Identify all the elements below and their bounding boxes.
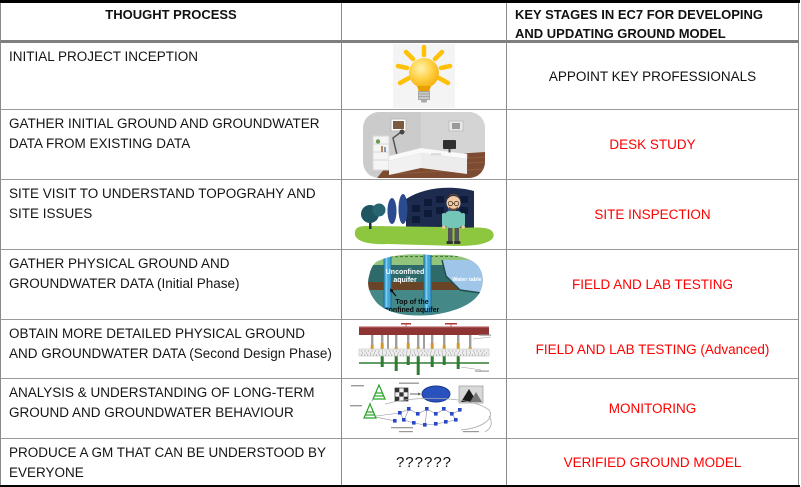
shelf-unit	[372, 135, 390, 170]
site-visit-illustration	[354, 187, 494, 246]
slope-photo-icon	[458, 385, 484, 404]
thought-text: ANALYSIS & UNDERSTANDING OF LONG-TERM GR…	[9, 385, 315, 420]
person-head	[446, 195, 461, 210]
label-top-confined-2: confined aquifer	[385, 307, 440, 314]
header-key-stages: KEY STAGES IN EC7 FOR DEVELOPING AND UPD…	[507, 3, 799, 43]
foundation-slab	[359, 327, 489, 335]
image-cell-aquifer: Unconfined aquifer Water table Top of th…	[342, 250, 507, 320]
gravel-band	[358, 348, 490, 356]
stage-text: FIELD AND LAB TESTING (Advanced)	[535, 341, 770, 357]
person-hair	[446, 193, 461, 202]
thought-text: OBTAIN MORE DETAILED PHYSICAL GROUND AND…	[9, 326, 332, 361]
poplar-tree	[398, 193, 408, 224]
desk-front-right	[421, 152, 467, 174]
repeater-antenna	[363, 402, 377, 419]
stage-cell-verified-ground-model: VERIFIED GROUND MODEL	[507, 439, 799, 485]
stage-cell-field-lab-testing: FIELD AND LAB TESTING	[507, 250, 799, 320]
office-desk-illustration	[363, 111, 485, 178]
label-top-confined-1: Top of the	[395, 299, 428, 306]
piled-foundation-diagram	[358, 322, 492, 375]
bulb-neck	[417, 86, 431, 92]
stage-cell-monitoring: MONITORING	[507, 379, 799, 439]
well-pipe	[383, 253, 392, 308]
stage-cell-field-lab-advanced: FIELD AND LAB TESTING (Advanced)	[507, 320, 799, 379]
desk-lamp	[392, 130, 402, 155]
thought-cell-existing-data: GATHER INITIAL GROUND AND GROUNDWATER DA…	[0, 110, 342, 180]
stage-cell-desk-study: DESK STUDY	[507, 110, 799, 180]
sensor-nodes	[393, 407, 462, 427]
stage-text: APPOINT KEY PROFESSIONALS	[548, 68, 757, 84]
thought-text: GATHER INITIAL GROUND AND GROUNDWATER DA…	[9, 116, 320, 151]
stage-text: MONITORING	[608, 401, 697, 416]
light-rays	[395, 44, 453, 86]
monitor	[443, 139, 456, 149]
grass-area	[354, 225, 494, 246]
image-cell-network	[342, 379, 507, 439]
monitoring-center-icon	[394, 387, 409, 402]
well-pipe	[423, 253, 432, 312]
question-marks-placeholder: ??????	[395, 453, 453, 471]
thought-text: SITE VISIT TO UNDERSTAND TOPOGRAHY AND S…	[9, 186, 316, 221]
keyboard	[431, 152, 441, 155]
label-water-table: Water table	[452, 277, 481, 283]
thought-text: INITIAL PROJECT INCEPTION	[9, 49, 199, 64]
bulb-glass	[409, 58, 439, 88]
stage-text: DESK STUDY	[609, 137, 696, 152]
thought-cell-initial-phase: GATHER PHYSICAL GROUND AND GROUNDWATER D…	[0, 250, 342, 320]
stage-text: VERIFIED GROUND MODEL	[563, 454, 742, 470]
header-image-column	[342, 3, 507, 43]
arrow-icon	[418, 392, 422, 396]
bulb-screw-base	[418, 91, 430, 100]
image-cell-question-marks: ??????	[342, 439, 507, 485]
beard	[448, 206, 459, 210]
internet-cloud	[421, 385, 451, 403]
image-cell-site	[342, 180, 507, 250]
site-boundary-curve	[384, 397, 491, 431]
thought-cell-inception: INITIAL PROJECT INCEPTION	[0, 43, 342, 110]
thought-cell-produce-gm: PRODUCE A GM THAT CAN BE UNDERSTOOD BY E…	[0, 439, 342, 485]
arrow-head	[390, 288, 394, 292]
label-unconfined-1: Unconfined	[386, 269, 425, 276]
image-cell-lightbulb	[342, 43, 507, 110]
sensor-network-diagram	[350, 382, 492, 433]
stage-cell-site-inspection: SITE INSPECTION	[507, 180, 799, 250]
thought-cell-second-phase: OBTAIN MORE DETAILED PHYSICAL GROUND AND…	[0, 320, 342, 379]
shelf-plant	[375, 138, 381, 144]
lightbulb-idea-illustration	[393, 44, 455, 108]
label-unconfined-2: aquifer	[393, 277, 417, 284]
thought-cell-site-visit: SITE VISIT TO UNDERSTAND TOPOGRAHY AND S…	[0, 180, 342, 250]
image-cell-desk	[342, 110, 507, 180]
stage-text: SITE INSPECTION	[594, 207, 711, 222]
header-key-stages-label: KEY STAGES IN EC7 FOR DEVELOPING AND UPD…	[515, 7, 764, 41]
desk-front-left	[389, 152, 421, 175]
poplar-tree	[387, 197, 397, 224]
teal-shirt	[444, 210, 463, 228]
bulb-contact	[421, 99, 427, 103]
inspector-person	[442, 193, 465, 244]
thought-text: PRODUCE A GM THAT CAN BE UNDERSTOOD BY E…	[9, 445, 326, 480]
aquifer-block-diagram: Unconfined aquifer Water table Top of th…	[368, 253, 483, 316]
header-thought-process-label: THOUGHT PROCESS	[105, 7, 237, 22]
image-cell-piles	[342, 320, 507, 379]
thought-cell-long-term: ANALYSIS & UNDERSTANDING OF LONG-TERM GR…	[0, 379, 342, 439]
header-thought-process: THOUGHT PROCESS	[0, 3, 342, 43]
thought-text: GATHER PHYSICAL GROUND AND GROUNDWATER D…	[9, 256, 240, 291]
stage-text: FIELD AND LAB TESTING	[571, 277, 734, 292]
antenna-tower	[372, 383, 386, 400]
water-table-surface	[442, 259, 483, 294]
stage-cell-appoint-professionals: APPOINT KEY PROFESSIONALS	[507, 43, 799, 110]
